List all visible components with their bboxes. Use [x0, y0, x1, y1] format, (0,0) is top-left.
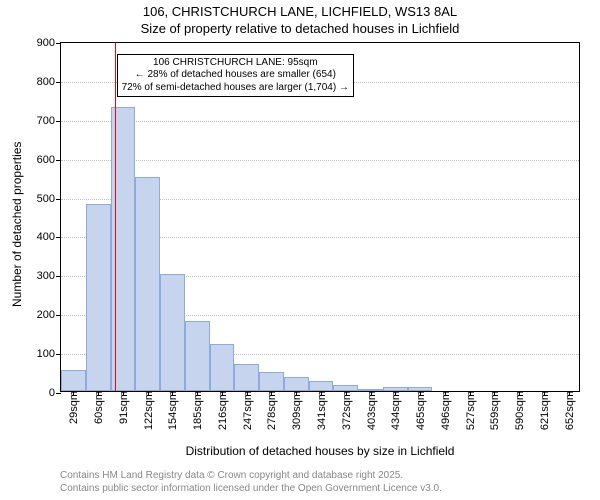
xtick-label: 465sqm — [413, 391, 427, 430]
histogram-bar — [86, 204, 111, 391]
annotation-line: 72% of semi-detached houses are larger (… — [122, 82, 349, 95]
xtick-label: 216sqm — [215, 391, 229, 430]
ytick-label: 100 — [37, 348, 61, 360]
ytick-label: 300 — [37, 270, 61, 282]
gridline — [61, 121, 579, 122]
xtick-label: 341sqm — [314, 391, 328, 430]
xtick-label: 247sqm — [240, 391, 254, 430]
xtick-label: 154sqm — [165, 391, 179, 430]
xtick-label: 527sqm — [463, 391, 477, 430]
annotation-line: ← 28% of detached houses are smaller (65… — [122, 69, 349, 82]
gridline — [61, 160, 579, 161]
title-line-1: 106, CHRISTCHURCH LANE, LICHFIELD, WS13 … — [0, 4, 600, 21]
xtick-label: 278sqm — [264, 391, 278, 430]
ytick-label: 700 — [37, 115, 61, 127]
histogram-bar — [333, 385, 358, 391]
histogram-bar — [61, 370, 86, 391]
ytick-label: 400 — [37, 231, 61, 243]
xtick-label: 185sqm — [190, 391, 204, 430]
plot-area: 010020030040050060070080090029sqm60sqm91… — [60, 42, 580, 392]
ytick-label: 500 — [37, 193, 61, 205]
chart-container: { "title": { "line1": "106, CHRISTCHURCH… — [0, 0, 600, 500]
ytick-label: 900 — [37, 37, 61, 49]
xtick-label: 621sqm — [537, 391, 551, 430]
ytick-label: 600 — [37, 154, 61, 166]
xtick-label: 60sqm — [91, 391, 105, 424]
xtick-label: 559sqm — [487, 391, 501, 430]
chart-title-block: 106, CHRISTCHURCH LANE, LICHFIELD, WS13 … — [0, 4, 600, 38]
histogram-bar — [408, 387, 433, 391]
histogram-bar — [383, 387, 408, 391]
xtick-label: 91sqm — [116, 391, 130, 424]
histogram-bar — [135, 177, 160, 391]
xtick-label: 372sqm — [339, 391, 353, 430]
x-axis-label: Distribution of detached houses by size … — [60, 444, 580, 458]
footer-line-1: Contains HM Land Registry data © Crown c… — [60, 470, 442, 483]
xtick-label: 29sqm — [66, 391, 80, 424]
xtick-label: 309sqm — [289, 391, 303, 430]
histogram-bar — [284, 377, 309, 391]
xtick-label: 496sqm — [438, 391, 452, 430]
xtick-label: 403sqm — [364, 391, 378, 430]
xtick-label: 434sqm — [388, 391, 402, 430]
histogram-bar — [358, 389, 383, 391]
annotation-box: 106 CHRISTCHURCH LANE: 95sqm← 28% of det… — [117, 54, 354, 98]
y-axis-label: Number of detached properties — [10, 287, 24, 307]
footer-attribution: Contains HM Land Registry data © Crown c… — [60, 470, 442, 495]
histogram-bar — [309, 381, 334, 391]
title-line-2: Size of property relative to detached ho… — [0, 21, 600, 38]
histogram-bar — [259, 372, 284, 391]
histogram-bar — [210, 344, 235, 391]
ytick-label: 0 — [49, 387, 61, 399]
histogram-bar — [234, 364, 259, 391]
xtick-label: 122sqm — [141, 391, 155, 430]
histogram-bar — [185, 321, 210, 391]
ytick-label: 200 — [37, 309, 61, 321]
histogram-bar — [160, 274, 185, 391]
xtick-label: 590sqm — [512, 391, 526, 430]
footer-line-2: Contains public sector information licen… — [60, 483, 442, 496]
ytick-label: 800 — [37, 76, 61, 88]
annotation-line: 106 CHRISTCHURCH LANE: 95sqm — [122, 57, 349, 70]
xtick-label: 652sqm — [562, 391, 576, 430]
